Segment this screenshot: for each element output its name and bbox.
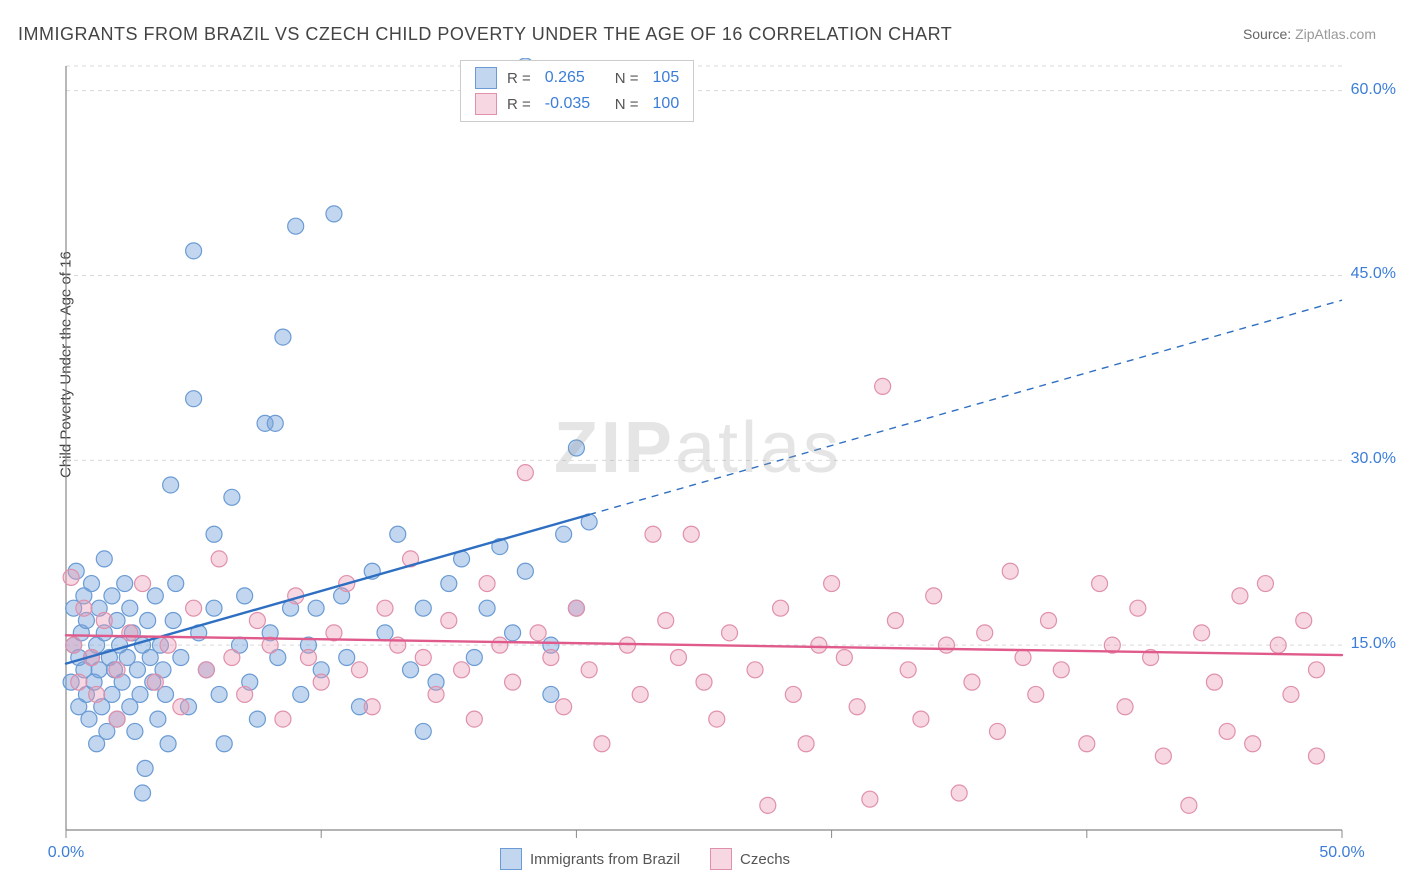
legend-swatch — [475, 67, 497, 89]
chart-area: Child Poverty Under the Age of 16 ZIPatl… — [48, 58, 1348, 838]
source-attribution: Source: ZipAtlas.com — [1243, 26, 1376, 42]
legend-item: Czechs — [710, 848, 790, 870]
chart-title: IMMIGRANTS FROM BRAZIL VS CZECH CHILD PO… — [18, 24, 952, 45]
legend-n-value: 105 — [653, 69, 680, 87]
legend-row: R = 0.265 N = 105 — [461, 65, 693, 91]
legend-label: Immigrants from Brazil — [530, 851, 680, 868]
source-value: ZipAtlas.com — [1295, 26, 1376, 42]
legend-r-label: R = — [507, 96, 531, 113]
source-label: Source: — [1243, 26, 1291, 42]
axis-tick-label: 30.0% — [1351, 450, 1396, 468]
legend-r-value: 0.265 — [545, 69, 605, 87]
legend-swatch — [475, 93, 497, 115]
correlation-legend: R = 0.265 N = 105 R = -0.035 N = 100 — [460, 60, 694, 122]
axis-tick-label: 60.0% — [1351, 81, 1396, 99]
legend-swatch — [710, 848, 732, 870]
scatter-plot — [48, 58, 1348, 848]
legend-r-value: -0.035 — [545, 95, 605, 113]
axis-tick-label: 0.0% — [48, 844, 84, 862]
legend-item: Immigrants from Brazil — [500, 848, 680, 870]
legend-row: R = -0.035 N = 100 — [461, 91, 693, 117]
legend-r-label: R = — [507, 70, 531, 87]
legend-swatch — [500, 848, 522, 870]
legend-n-value: 100 — [653, 95, 680, 113]
axis-tick-label: 50.0% — [1319, 844, 1364, 862]
axis-tick-label: 45.0% — [1351, 265, 1396, 283]
legend-label: Czechs — [740, 851, 790, 868]
legend-n-label: N = — [615, 70, 639, 87]
axis-tick-label: 15.0% — [1351, 635, 1396, 653]
series-legend: Immigrants from Brazil Czechs — [500, 848, 790, 870]
legend-n-label: N = — [615, 96, 639, 113]
